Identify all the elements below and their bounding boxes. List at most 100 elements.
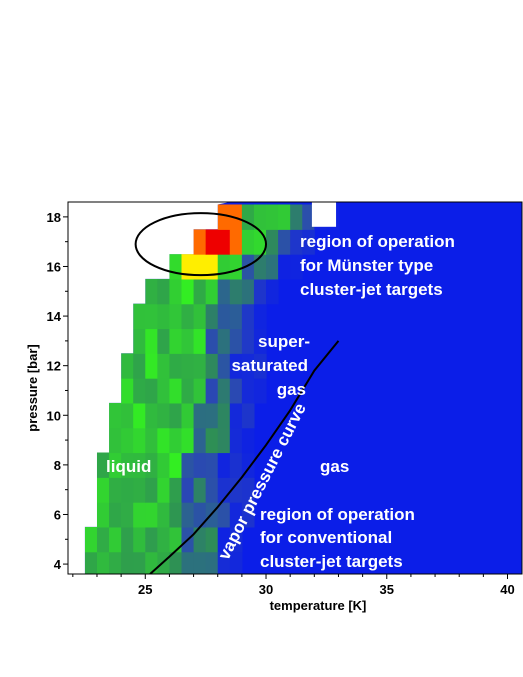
plot-frame bbox=[67, 201, 523, 575]
heatmap-cell bbox=[109, 452, 122, 478]
heatmap-cell bbox=[169, 278, 183, 305]
heatmap-cell bbox=[278, 204, 291, 230]
heatmap-cell bbox=[266, 254, 279, 280]
heatmap-cell bbox=[96, 526, 110, 553]
heatmap-cell bbox=[145, 353, 158, 379]
heatmap-cell bbox=[145, 502, 158, 528]
heatmap-cell bbox=[205, 353, 219, 379]
heatmap-cell bbox=[133, 551, 146, 574]
heatmap-cell bbox=[121, 427, 134, 454]
heatmap-cell bbox=[181, 477, 195, 503]
x-tick-label: 35 bbox=[380, 582, 394, 597]
heatmap-cell bbox=[145, 477, 158, 503]
heatmap-cell bbox=[229, 402, 243, 429]
heatmap-cell bbox=[229, 328, 243, 354]
y-tick-label: 10 bbox=[47, 408, 61, 423]
y-tick-label: 14 bbox=[47, 309, 62, 324]
heatmap-cell bbox=[133, 402, 146, 429]
heatmap-cell bbox=[205, 328, 219, 354]
heatmap-cell bbox=[241, 229, 255, 255]
heatmap-cell bbox=[96, 477, 110, 503]
heatmap-cell bbox=[157, 303, 171, 330]
heatmap-cell bbox=[157, 402, 171, 429]
heatmap-cell bbox=[217, 303, 231, 330]
heatmap-cell bbox=[193, 427, 207, 454]
heatmap-cell bbox=[253, 353, 267, 379]
heatmap-cell bbox=[169, 402, 183, 429]
heatmap-cell bbox=[169, 254, 183, 280]
supersaturated-line-3: gas bbox=[277, 380, 306, 399]
heatmap-cell bbox=[193, 254, 207, 280]
heatmap-cell bbox=[121, 353, 134, 379]
heatmap-cell bbox=[229, 502, 243, 528]
heatmap-cell bbox=[181, 402, 195, 429]
heatmap-cell bbox=[157, 427, 171, 454]
munster-region-line-2: for Münster type bbox=[300, 256, 433, 275]
heatmap-cell bbox=[217, 353, 231, 379]
heatmap-cell bbox=[193, 303, 207, 330]
x-tick-label: 25 bbox=[138, 582, 152, 597]
heatmap-cell bbox=[241, 402, 255, 429]
heatmap-cell bbox=[229, 477, 243, 503]
heatmap-cell bbox=[169, 551, 183, 574]
heatmap-cell bbox=[133, 526, 146, 553]
x-tick-label: 40 bbox=[500, 582, 514, 597]
heatmap-cell bbox=[145, 328, 158, 354]
heatmap-cell bbox=[181, 254, 195, 280]
heatmap-cell bbox=[96, 452, 110, 478]
heatmap-cell bbox=[84, 526, 98, 553]
heatmap-cell bbox=[193, 526, 207, 553]
heatmap-cell bbox=[253, 303, 267, 330]
heatmap-cell bbox=[109, 502, 122, 528]
heatmap-cell bbox=[133, 477, 146, 503]
heatmap-cell bbox=[278, 254, 291, 280]
heatmap-cell bbox=[205, 477, 219, 503]
heatmap-cell bbox=[241, 303, 255, 330]
heatmap-cell bbox=[145, 551, 158, 574]
heatmap-cell bbox=[217, 229, 231, 255]
heatmap-cell bbox=[266, 204, 279, 230]
y-tick-label: 6 bbox=[54, 507, 61, 522]
heatmap-cell bbox=[205, 378, 219, 404]
heatmap-cell bbox=[121, 378, 134, 404]
heatmap-cell bbox=[205, 229, 219, 255]
heatmap-cell bbox=[302, 229, 315, 255]
heatmap-cell bbox=[217, 427, 231, 454]
supersaturated-line-1: super- bbox=[258, 332, 310, 351]
heatmap-cell bbox=[205, 452, 219, 478]
heatmap-cell bbox=[121, 551, 134, 574]
heatmap-cell bbox=[169, 502, 183, 528]
heatmap-cell bbox=[205, 303, 219, 330]
heatmap-cell bbox=[181, 452, 195, 478]
heatmap-cell bbox=[229, 303, 243, 330]
heatmap-cell bbox=[193, 477, 207, 503]
heatmap-cell bbox=[229, 229, 243, 255]
heatmap-cell bbox=[96, 551, 110, 574]
heatmap-cell bbox=[241, 254, 255, 280]
heatmap-cell bbox=[157, 378, 171, 404]
heatmap-cell bbox=[133, 427, 146, 454]
heatmap-cell bbox=[145, 427, 158, 454]
heatmap-cell bbox=[169, 427, 183, 454]
heatmap-cell bbox=[205, 526, 219, 553]
heatmap-cell bbox=[217, 278, 231, 305]
heatmap-cell bbox=[217, 204, 231, 230]
heatmap-cell bbox=[290, 229, 303, 255]
heatmap-cell bbox=[121, 502, 134, 528]
gas-label: gas bbox=[320, 457, 349, 476]
heatmap-cell bbox=[290, 254, 303, 280]
x-axis: 25 30 35 40 bbox=[72, 574, 515, 597]
heatmap-cell bbox=[241, 502, 255, 528]
heatmap-cell bbox=[157, 353, 171, 379]
conventional-region-line-2: for conventional bbox=[260, 528, 392, 547]
heatmap-cell bbox=[169, 328, 183, 354]
heatmap-cell bbox=[145, 378, 158, 404]
vapor-pressure-curve bbox=[149, 340, 340, 574]
heatmap-cell bbox=[229, 353, 243, 379]
heatmap-cell bbox=[109, 477, 122, 503]
heatmap-cell bbox=[217, 526, 231, 553]
heatmap-cell bbox=[193, 378, 207, 404]
heatmap-cell bbox=[217, 378, 231, 404]
heatmap-cell bbox=[145, 303, 158, 330]
y-tick-label: 18 bbox=[47, 210, 61, 225]
